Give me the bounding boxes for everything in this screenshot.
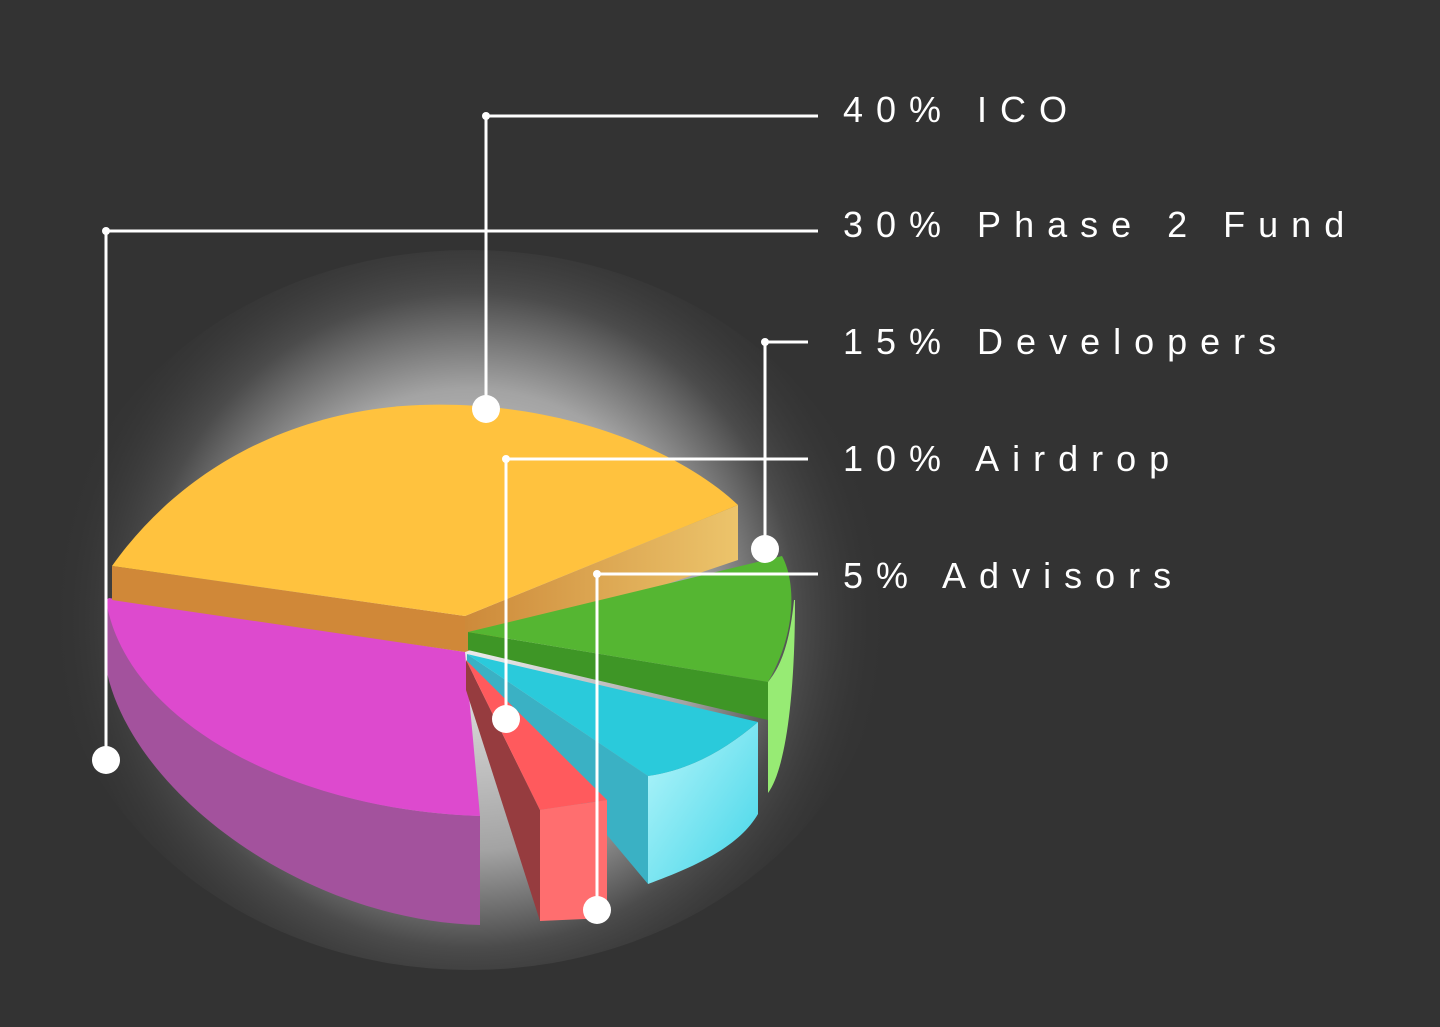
leader-end-dot-phase-2-fund	[102, 227, 110, 235]
slice-developers	[468, 556, 795, 793]
slice-phase-2-fund-top	[106, 598, 480, 816]
slice-advisors-inner	[466, 660, 540, 921]
leader-end-dot-ico	[482, 112, 490, 120]
slice-ico-inner	[465, 505, 738, 652]
leader-end-dot-advisors	[593, 570, 601, 578]
label-developers: 15% Developers	[843, 321, 1289, 362]
slice-advisors	[466, 660, 607, 921]
label-ico: 40% ICO	[843, 89, 1080, 130]
slice-developers-inner	[468, 632, 768, 720]
leader-dot-phase-2-fund	[92, 746, 120, 774]
slice-advisors-side	[540, 800, 607, 921]
slice-advisors-top	[466, 660, 607, 810]
leader-dot-developers	[751, 535, 779, 563]
leader-end-dot-airdrop	[502, 455, 510, 463]
slice-airdrop-side	[648, 722, 758, 884]
slice-phase-2-fund-side	[106, 598, 480, 925]
slice-phase-2-fund	[106, 598, 480, 925]
slice-airdrop-top	[467, 654, 758, 776]
slice-developers-side	[768, 600, 795, 793]
label-phase-2-fund: 30% Phase 2 Fund	[843, 204, 1357, 245]
label-advisors: 5% Advisors	[843, 555, 1184, 596]
slice-ico-front	[112, 566, 465, 652]
label-airdrop: 10% Airdrop	[843, 438, 1182, 479]
slice-developers-top	[468, 556, 792, 682]
leader-dot-airdrop	[492, 705, 520, 733]
slice-ico-top	[112, 404, 738, 616]
leader-end-dot-developers	[761, 338, 769, 346]
leader-dot-advisors	[583, 896, 611, 924]
slice-ico	[112, 404, 738, 652]
leader-dot-ico	[472, 395, 500, 423]
